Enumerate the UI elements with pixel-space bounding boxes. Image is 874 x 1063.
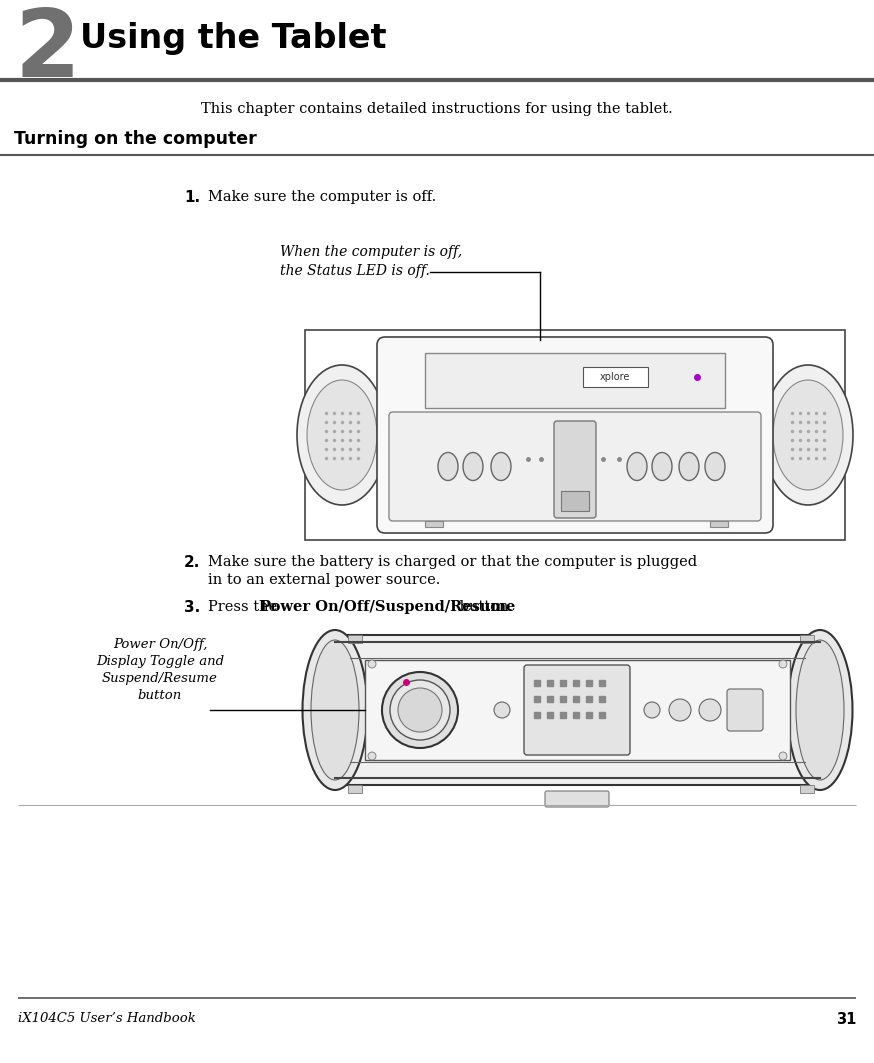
FancyBboxPatch shape bbox=[727, 689, 763, 731]
FancyBboxPatch shape bbox=[545, 791, 609, 807]
Bar bbox=[348, 635, 362, 643]
Ellipse shape bbox=[311, 640, 359, 780]
Text: 2: 2 bbox=[14, 5, 80, 97]
FancyBboxPatch shape bbox=[305, 330, 845, 540]
Ellipse shape bbox=[773, 379, 843, 490]
Text: the Status LED is off.: the Status LED is off. bbox=[280, 264, 430, 279]
Circle shape bbox=[669, 699, 691, 721]
Text: 1.: 1. bbox=[184, 190, 200, 205]
Ellipse shape bbox=[297, 365, 387, 505]
Circle shape bbox=[699, 699, 721, 721]
Text: When the computer is off,: When the computer is off, bbox=[280, 244, 462, 259]
Text: Display Toggle and: Display Toggle and bbox=[96, 655, 224, 668]
Text: Using the Tablet: Using the Tablet bbox=[80, 22, 386, 55]
Text: 2.: 2. bbox=[184, 555, 200, 570]
FancyBboxPatch shape bbox=[524, 665, 630, 755]
Bar bbox=[561, 491, 589, 511]
Bar bbox=[425, 521, 443, 527]
FancyBboxPatch shape bbox=[377, 337, 773, 533]
FancyBboxPatch shape bbox=[554, 421, 596, 518]
Circle shape bbox=[382, 672, 458, 748]
Text: button: button bbox=[138, 689, 182, 702]
Bar bbox=[710, 521, 728, 527]
Circle shape bbox=[368, 752, 376, 760]
Bar bbox=[583, 367, 648, 387]
FancyBboxPatch shape bbox=[325, 635, 830, 784]
Bar bbox=[425, 353, 725, 408]
Ellipse shape bbox=[796, 640, 844, 780]
Bar bbox=[365, 660, 790, 760]
Text: button.: button. bbox=[455, 600, 513, 614]
Circle shape bbox=[779, 660, 787, 668]
Ellipse shape bbox=[652, 453, 672, 480]
Circle shape bbox=[779, 752, 787, 760]
Text: Suspend/Resume: Suspend/Resume bbox=[102, 672, 218, 685]
Text: iX104C5 User’s Handbook: iX104C5 User’s Handbook bbox=[18, 1012, 196, 1025]
Circle shape bbox=[644, 702, 660, 718]
Ellipse shape bbox=[787, 630, 852, 790]
Text: Make sure the computer is off.: Make sure the computer is off. bbox=[208, 190, 436, 204]
Ellipse shape bbox=[763, 365, 853, 505]
Circle shape bbox=[398, 688, 442, 732]
Bar bbox=[348, 784, 362, 793]
Text: Press the: Press the bbox=[208, 600, 282, 614]
Text: This chapter contains detailed instructions for using the tablet.: This chapter contains detailed instructi… bbox=[201, 102, 673, 116]
Text: Turning on the computer: Turning on the computer bbox=[14, 130, 257, 148]
Circle shape bbox=[494, 702, 510, 718]
Text: in to an external power source.: in to an external power source. bbox=[208, 573, 440, 587]
Ellipse shape bbox=[302, 630, 367, 790]
Text: Power On/Off,: Power On/Off, bbox=[113, 638, 207, 651]
Ellipse shape bbox=[438, 453, 458, 480]
Ellipse shape bbox=[463, 453, 483, 480]
Text: xplore: xplore bbox=[600, 372, 630, 382]
Circle shape bbox=[390, 680, 450, 740]
Circle shape bbox=[368, 660, 376, 668]
Bar bbox=[800, 784, 814, 793]
Ellipse shape bbox=[307, 379, 377, 490]
Text: 31: 31 bbox=[836, 1012, 856, 1027]
Text: Make sure the battery is charged or that the computer is plugged: Make sure the battery is charged or that… bbox=[208, 555, 697, 569]
Text: Power On/Off/Suspend/Resume: Power On/Off/Suspend/Resume bbox=[260, 600, 516, 614]
Ellipse shape bbox=[679, 453, 699, 480]
Text: 3.: 3. bbox=[184, 600, 200, 615]
Ellipse shape bbox=[705, 453, 725, 480]
FancyBboxPatch shape bbox=[389, 412, 761, 521]
Bar bbox=[800, 635, 814, 643]
Ellipse shape bbox=[627, 453, 647, 480]
Ellipse shape bbox=[491, 453, 511, 480]
